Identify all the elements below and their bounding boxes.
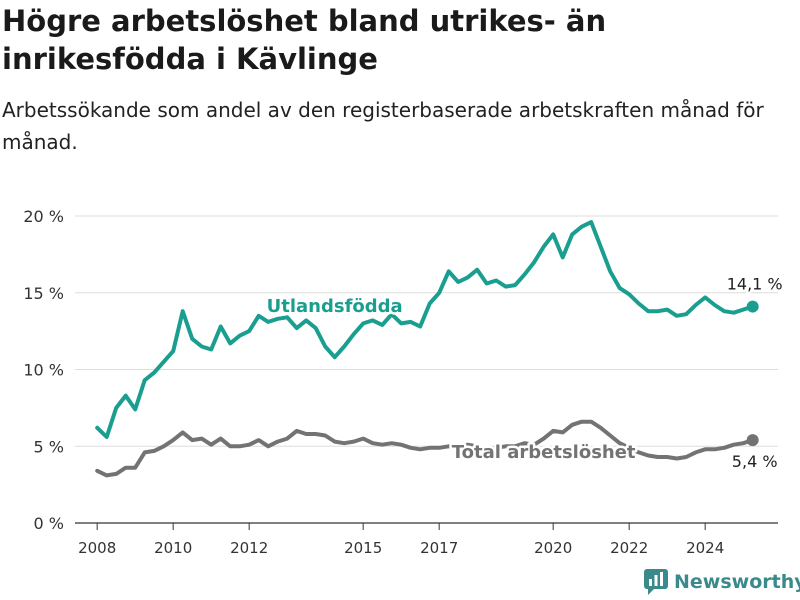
- newsworthy-logo-icon: [644, 569, 668, 595]
- series-label-1: Total arbetslöshet: [452, 442, 636, 463]
- chart-title: Högre arbetslöshet bland utrikes- än inr…: [2, 4, 607, 76]
- x-tick-label: 2024: [686, 539, 724, 557]
- chart-subtitle: Arbetssökande som andel av den registerb…: [2, 98, 764, 154]
- series-line-1: [95, 419, 755, 478]
- x-tick-label: 2022: [610, 539, 648, 557]
- series-end-marker-0: [746, 300, 759, 313]
- x-tick-label: 2015: [344, 539, 382, 557]
- x-tick-label: 2008: [78, 539, 116, 557]
- x-tick-label: 2010: [154, 539, 192, 557]
- y-tick-label: 20 %: [23, 207, 64, 226]
- brand-name: Newsworthy: [674, 571, 800, 593]
- x-tick-label: 2017: [420, 539, 458, 557]
- series-line-0: [95, 220, 755, 439]
- end-value-label-0: 14,1 %: [727, 275, 783, 294]
- x-tick-label: 2020: [534, 539, 572, 557]
- y-tick-label: 0 %: [34, 514, 64, 533]
- y-tick-label: 15 %: [23, 284, 64, 303]
- x-tick-label: 2012: [230, 539, 268, 557]
- end-value-label-1: 5,4 %: [732, 452, 778, 471]
- series-label-0: Utlandsfödda: [267, 296, 403, 317]
- y-tick-label: 10 %: [23, 361, 64, 380]
- series-end-marker-1: [746, 434, 759, 447]
- brand-logo: Newsworthy: [644, 566, 800, 598]
- y-tick-label: 5 %: [34, 437, 64, 456]
